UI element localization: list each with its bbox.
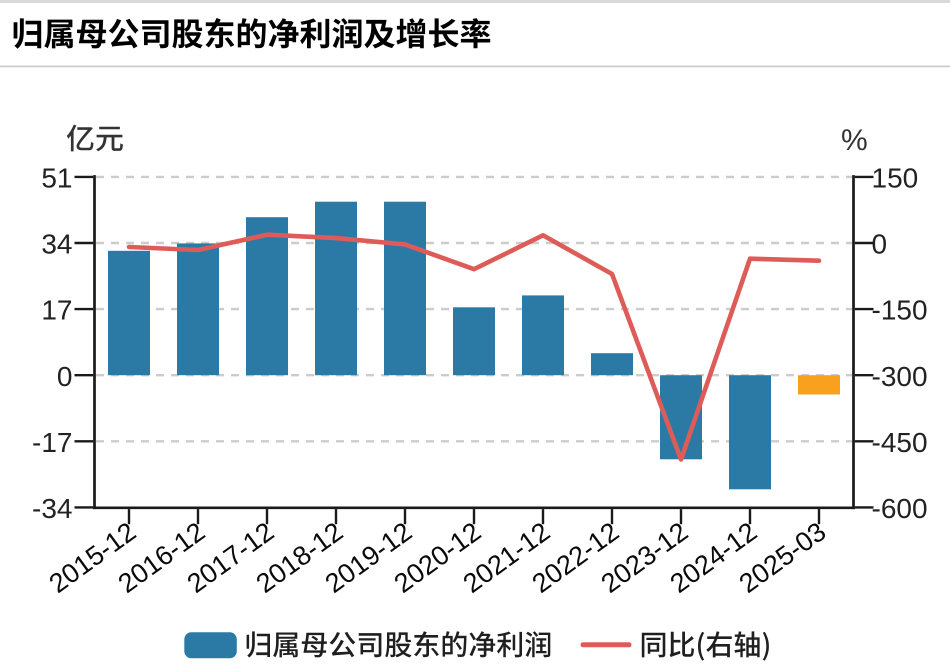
svg-text:150: 150	[872, 163, 919, 194]
svg-text:17: 17	[41, 295, 72, 326]
svg-text:-17: -17	[32, 427, 72, 458]
svg-text:-600: -600	[872, 493, 928, 524]
svg-text:-450: -450	[872, 427, 928, 458]
svg-text:51: 51	[41, 163, 72, 194]
svg-text:%: %	[841, 124, 868, 157]
svg-text:-34: -34	[32, 493, 72, 524]
svg-text:-150: -150	[872, 295, 928, 326]
svg-text:0: 0	[872, 229, 888, 260]
svg-text:34: 34	[41, 229, 72, 260]
svg-text:0: 0	[57, 361, 73, 392]
svg-text:-300: -300	[872, 361, 928, 392]
